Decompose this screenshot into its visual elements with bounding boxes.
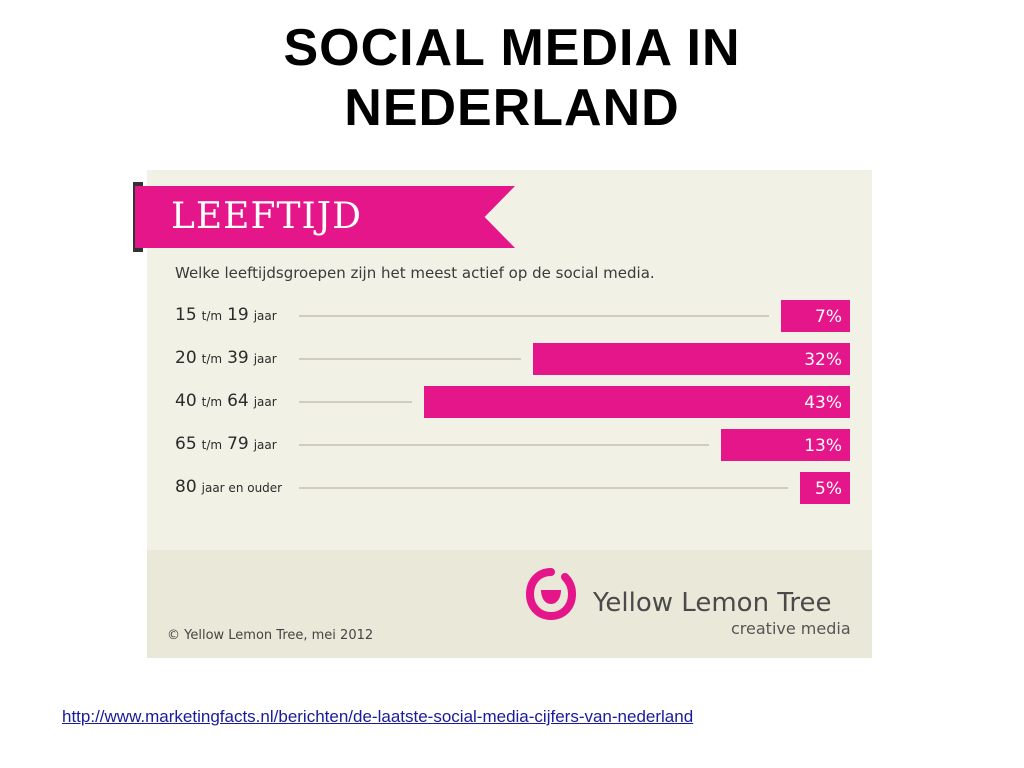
age-from: 80 (175, 477, 197, 497)
age-group-label: 15 t/m 19 jaar (175, 305, 282, 325)
bar: 7% (781, 300, 850, 332)
age-sep: t/m (201, 309, 223, 323)
age-to: 19 (227, 305, 249, 325)
bar: 32% (533, 343, 850, 375)
age-unit: jaar en ouder (201, 481, 283, 495)
bar-value-label: 43% (804, 393, 842, 413)
age-group-label: 80 jaar en ouder (175, 477, 287, 497)
bar-value-label: 32% (804, 350, 842, 370)
bar-row: 20 t/m 39 jaar 32% (147, 343, 872, 375)
infographic-image: LEEFTIJD Welke leeftijdsgroepen zijn het… (133, 170, 872, 658)
age-sep: t/m (201, 438, 223, 452)
age-to: 39 (227, 348, 249, 368)
age-to: 64 (227, 391, 249, 411)
bar-row: 40 t/m 64 jaar 43% (147, 386, 872, 418)
slide-title-line-1: SOCIAL MEDIA IN (283, 19, 741, 77)
age-group-label: 40 t/m 64 jaar (175, 391, 282, 411)
age-from: 15 (175, 305, 197, 325)
bar-value-label: 7% (815, 307, 842, 327)
guide-line (299, 315, 769, 317)
bar: 5% (800, 472, 850, 504)
bar-row: 80 jaar en ouder 5% (147, 472, 872, 504)
age-unit: jaar (253, 309, 277, 323)
bar: 13% (721, 429, 850, 461)
age-group-label: 65 t/m 79 jaar (175, 434, 282, 454)
bar-value-label: 13% (804, 436, 842, 456)
source-link[interactable]: http://www.marketingfacts.nl/berichten/d… (62, 707, 694, 726)
banner-title: LEEFTIJD (171, 196, 362, 237)
infographic-footer (147, 550, 872, 658)
lemon-tree-logo-icon (525, 568, 577, 620)
age-sep: t/m (201, 352, 223, 366)
age-from: 40 (175, 391, 197, 411)
bar-row: 65 t/m 79 jaar 13% (147, 429, 872, 461)
guide-line (299, 401, 412, 403)
guide-line (299, 444, 709, 446)
bar-row: 15 t/m 19 jaar 7% (147, 300, 872, 332)
age-unit: jaar (253, 438, 277, 452)
age-group-label: 20 t/m 39 jaar (175, 348, 282, 368)
age-unit: jaar (253, 395, 277, 409)
leeftijd-banner: LEEFTIJD (135, 186, 515, 248)
guide-line (299, 487, 788, 489)
age-to: 79 (227, 434, 249, 454)
bar-value-label: 5% (815, 479, 842, 499)
brand-tagline: creative media (731, 619, 851, 638)
chart-question: Welke leeftijdsgroepen zijn het meest ac… (175, 264, 655, 282)
age-from: 20 (175, 348, 197, 368)
slide-title-line-2: NEDERLAND (344, 79, 680, 137)
age-sep: t/m (201, 395, 223, 409)
age-from: 65 (175, 434, 197, 454)
age-unit: jaar (253, 352, 277, 366)
brand-name: Yellow Lemon Tree (593, 588, 832, 618)
bar: 43% (424, 386, 850, 418)
slide-title: SOCIAL MEDIA IN NEDERLAND (0, 18, 1024, 138)
copyright-text: © Yellow Lemon Tree, mei 2012 (167, 628, 374, 643)
guide-line (299, 358, 521, 360)
